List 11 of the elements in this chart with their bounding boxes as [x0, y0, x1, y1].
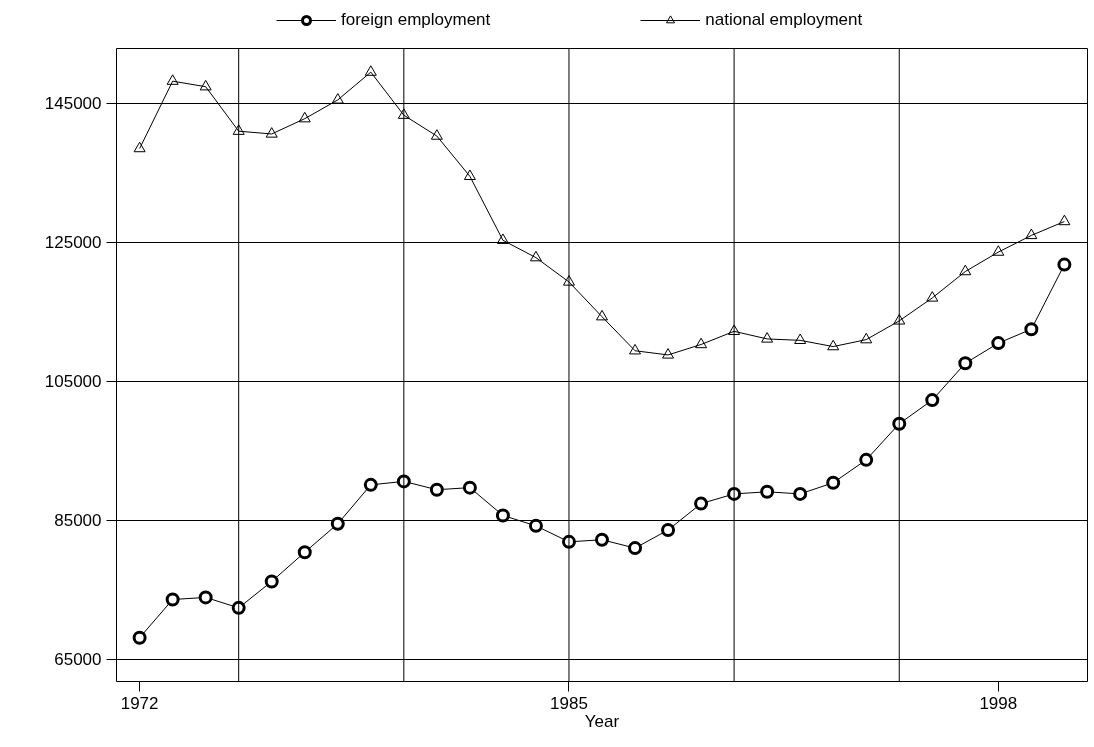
x-tick-label: 1998 — [979, 693, 1018, 713]
y-tick-label: 145000 — [44, 94, 102, 114]
x-tick-label: 1985 — [550, 693, 588, 713]
x-axis-title: Year — [584, 711, 620, 731]
y-tick-label: 85000 — [54, 511, 102, 531]
x-tick-label: 1972 — [120, 693, 159, 713]
legend-label: foreign employment — [341, 10, 491, 30]
y-tick-label: 65000 — [54, 650, 102, 670]
y-tick-label: 125000 — [44, 233, 102, 253]
y-tick-label: 105000 — [44, 372, 102, 392]
legend-label: national employment — [705, 10, 863, 30]
